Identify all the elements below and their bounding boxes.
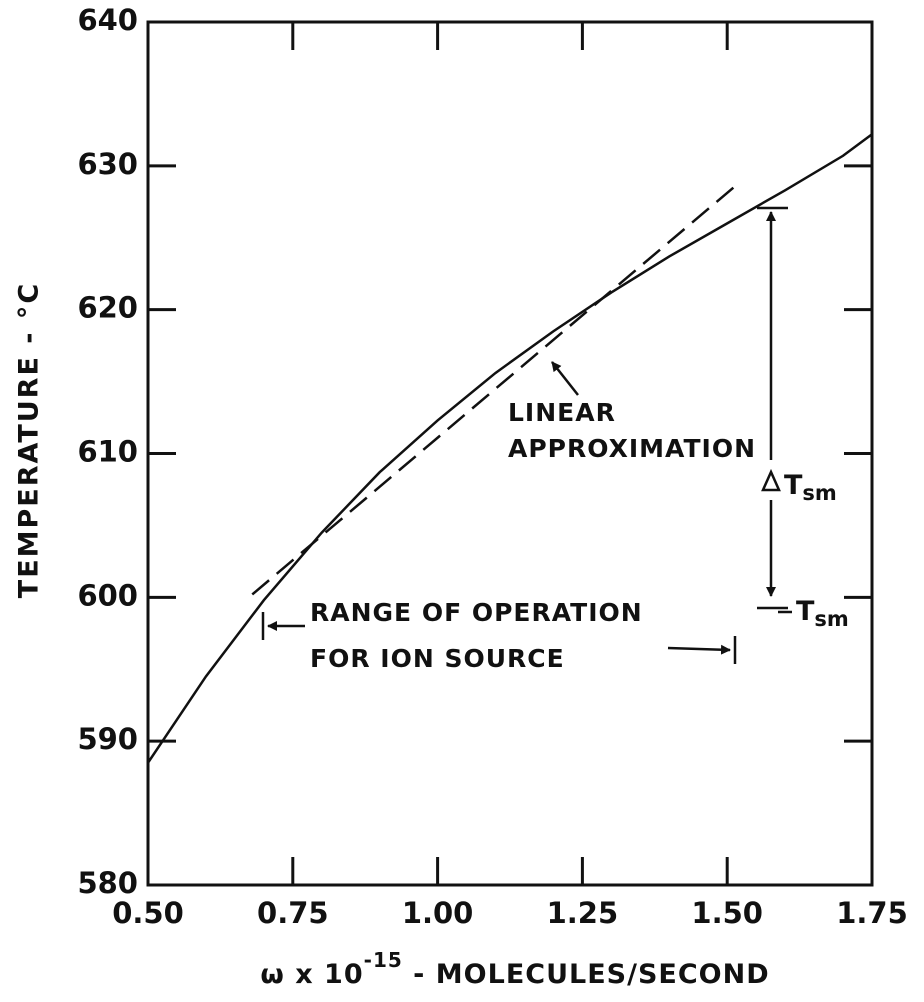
annotation: RANGE OF OPERATION (310, 598, 643, 627)
tsm-label: Tsm (784, 470, 837, 506)
y-tick-label: 640 (77, 3, 138, 37)
annotation-arrow (667, 644, 731, 655)
y-tick-label: 590 (77, 722, 138, 756)
x-tick-label: 1.75 (836, 896, 908, 930)
x-tick-label: 0.75 (257, 896, 329, 930)
x-axis-label: ω x 10-15 - MOLECULES/SECOND (260, 948, 769, 990)
tsm-base: T (796, 596, 815, 627)
tsm-label: Tsm (796, 596, 849, 632)
delta-symbol (761, 468, 781, 492)
x-tick-label: 0.50 (112, 896, 184, 930)
x-tick-label: 1.00 (402, 896, 474, 930)
y-tick-label: 600 (77, 578, 138, 612)
y-tick-label: 630 (77, 147, 138, 181)
x-axis-label-part: - MOLECULES/SECOND (403, 959, 770, 990)
line-series (146, 133, 873, 764)
y-axis-label: TEMPERATURE - °C (14, 282, 45, 598)
annotation: LINEAR (508, 398, 616, 427)
y-tick-label: 580 (77, 866, 138, 900)
x-axis-label-part: ω x 10 (260, 959, 363, 990)
annotation-arrow (551, 361, 579, 396)
tsm-sub: sm (814, 607, 848, 631)
annotation: APPROXIMATION (508, 434, 756, 463)
annotation: FOR ION SOURCE (310, 644, 565, 673)
x-tick-label: 1.25 (547, 896, 619, 930)
y-tick-label: 610 (77, 435, 138, 469)
x-tick-label: 1.50 (691, 896, 763, 930)
y-tick-label: 620 (77, 291, 138, 325)
x-axis-label-part: -15 (364, 948, 403, 972)
tsm-base: T (784, 470, 803, 501)
y-axis-label-group: TEMPERATURE - °C (14, 282, 45, 598)
tsm-sub: sm (802, 481, 836, 505)
line-series (251, 182, 740, 596)
